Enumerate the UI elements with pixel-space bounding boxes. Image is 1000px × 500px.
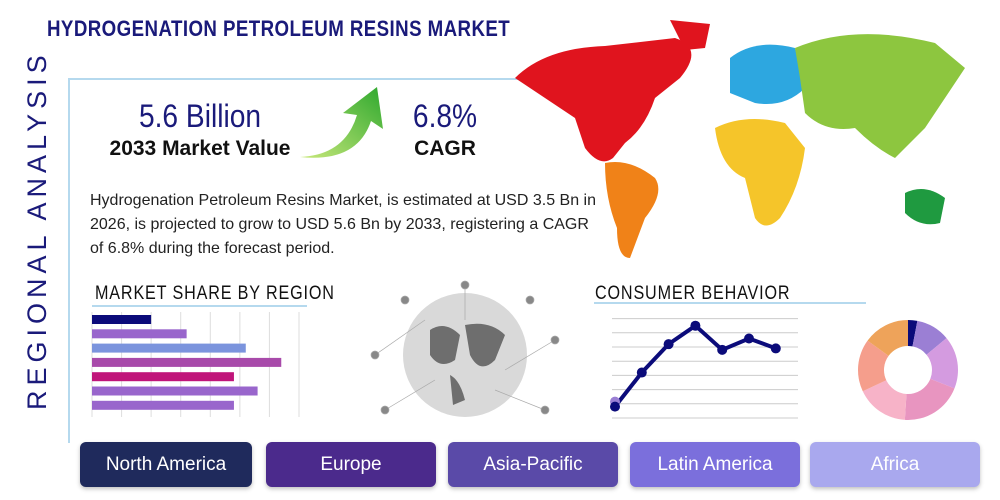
data-point [717,344,728,355]
bar [92,372,234,382]
donut-slice [908,320,918,347]
market-share-bar-chart [91,312,300,417]
consumer-behavior-heading: CONSUMER BEHAVIOR [595,283,791,304]
data-point [744,333,754,344]
consumer-line-chart [610,318,798,419]
growth-arrow-icon [300,87,383,158]
data-point [663,339,674,350]
cagr-value: 6.8% [412,98,478,134]
frame-divider [68,78,70,443]
network-globe-image [370,280,560,417]
market-value: 5.6 Billion [138,98,262,134]
side-label: REGIONAL ANALYSIS [22,50,52,410]
donut-slice [904,378,955,420]
bar [92,329,187,339]
market-share-heading: MARKET SHARE BY REGION [95,283,335,304]
bar [92,357,282,367]
data-point [610,401,620,412]
donut-slice [858,340,889,392]
cagr-label: CAGR [414,137,476,160]
region-button-asia-pacific[interactable]: Asia-Pacific [448,442,618,487]
data-point [770,343,781,354]
north-america-shape [515,38,692,162]
region-button-africa[interactable]: Africa [810,442,980,487]
bar [92,400,234,410]
bar [92,343,246,353]
region-button-north-america[interactable]: North America [80,442,252,487]
region-button-latin-america[interactable]: Latin America [630,442,800,487]
australia-shape [905,189,945,225]
bar [92,386,258,396]
frame-divider [68,78,518,80]
donut-slice [926,338,958,389]
region-button-europe[interactable]: Europe [266,442,436,487]
market-description: Hydrogenation Petroleum Resins Market, i… [90,192,597,257]
donut-slice [867,320,908,356]
page-title: HYDROGENATION PETROLEUM RESINS MARKET [47,16,511,41]
world-map [515,20,965,258]
bar [92,315,152,324]
donut-slice [862,380,907,420]
consumer-donut-chart [858,320,958,420]
africa-shape [715,119,805,226]
data-point [636,367,647,378]
market-value-label: 2033 Market Value [109,137,291,160]
donut-slice [912,320,947,355]
greenland-shape [670,20,710,50]
asia-shape [795,34,965,158]
data-point [690,320,701,331]
south-america-shape [605,162,659,258]
europe-shape [730,44,805,104]
